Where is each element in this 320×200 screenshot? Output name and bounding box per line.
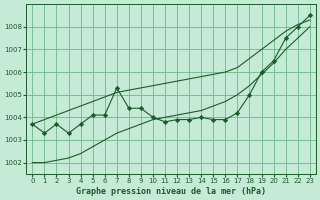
X-axis label: Graphe pression niveau de la mer (hPa): Graphe pression niveau de la mer (hPa) <box>76 187 266 196</box>
